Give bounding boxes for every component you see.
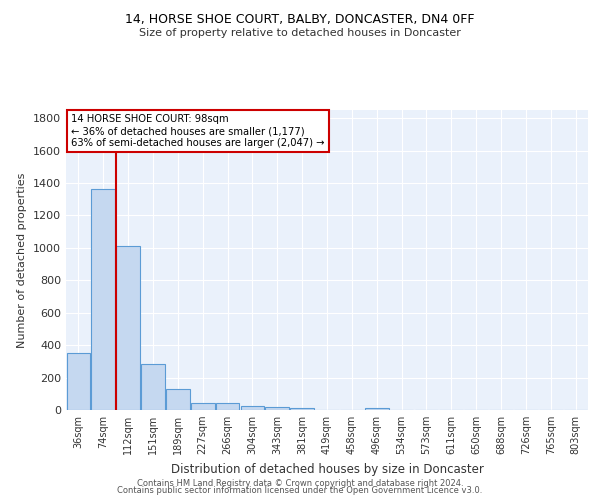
Bar xyxy=(241,406,264,410)
Y-axis label: Number of detached properties: Number of detached properties xyxy=(17,172,28,348)
Bar xyxy=(141,364,165,410)
Bar xyxy=(265,407,289,410)
Text: 14, HORSE SHOE COURT, BALBY, DONCASTER, DN4 0FF: 14, HORSE SHOE COURT, BALBY, DONCASTER, … xyxy=(125,12,475,26)
Bar xyxy=(116,246,140,410)
Text: 14 HORSE SHOE COURT: 98sqm
← 36% of detached houses are smaller (1,177)
63% of s: 14 HORSE SHOE COURT: 98sqm ← 36% of deta… xyxy=(71,114,325,148)
Bar xyxy=(216,403,239,410)
Text: Size of property relative to detached houses in Doncaster: Size of property relative to detached ho… xyxy=(139,28,461,38)
Bar xyxy=(290,408,314,410)
Bar xyxy=(67,353,90,410)
X-axis label: Distribution of detached houses by size in Doncaster: Distribution of detached houses by size … xyxy=(170,462,484,475)
Text: Contains HM Land Registry data © Crown copyright and database right 2024.: Contains HM Land Registry data © Crown c… xyxy=(137,478,463,488)
Bar xyxy=(365,408,389,410)
Text: Contains public sector information licensed under the Open Government Licence v3: Contains public sector information licen… xyxy=(118,486,482,495)
Bar xyxy=(91,190,115,410)
Bar xyxy=(166,389,190,410)
Bar xyxy=(191,402,215,410)
